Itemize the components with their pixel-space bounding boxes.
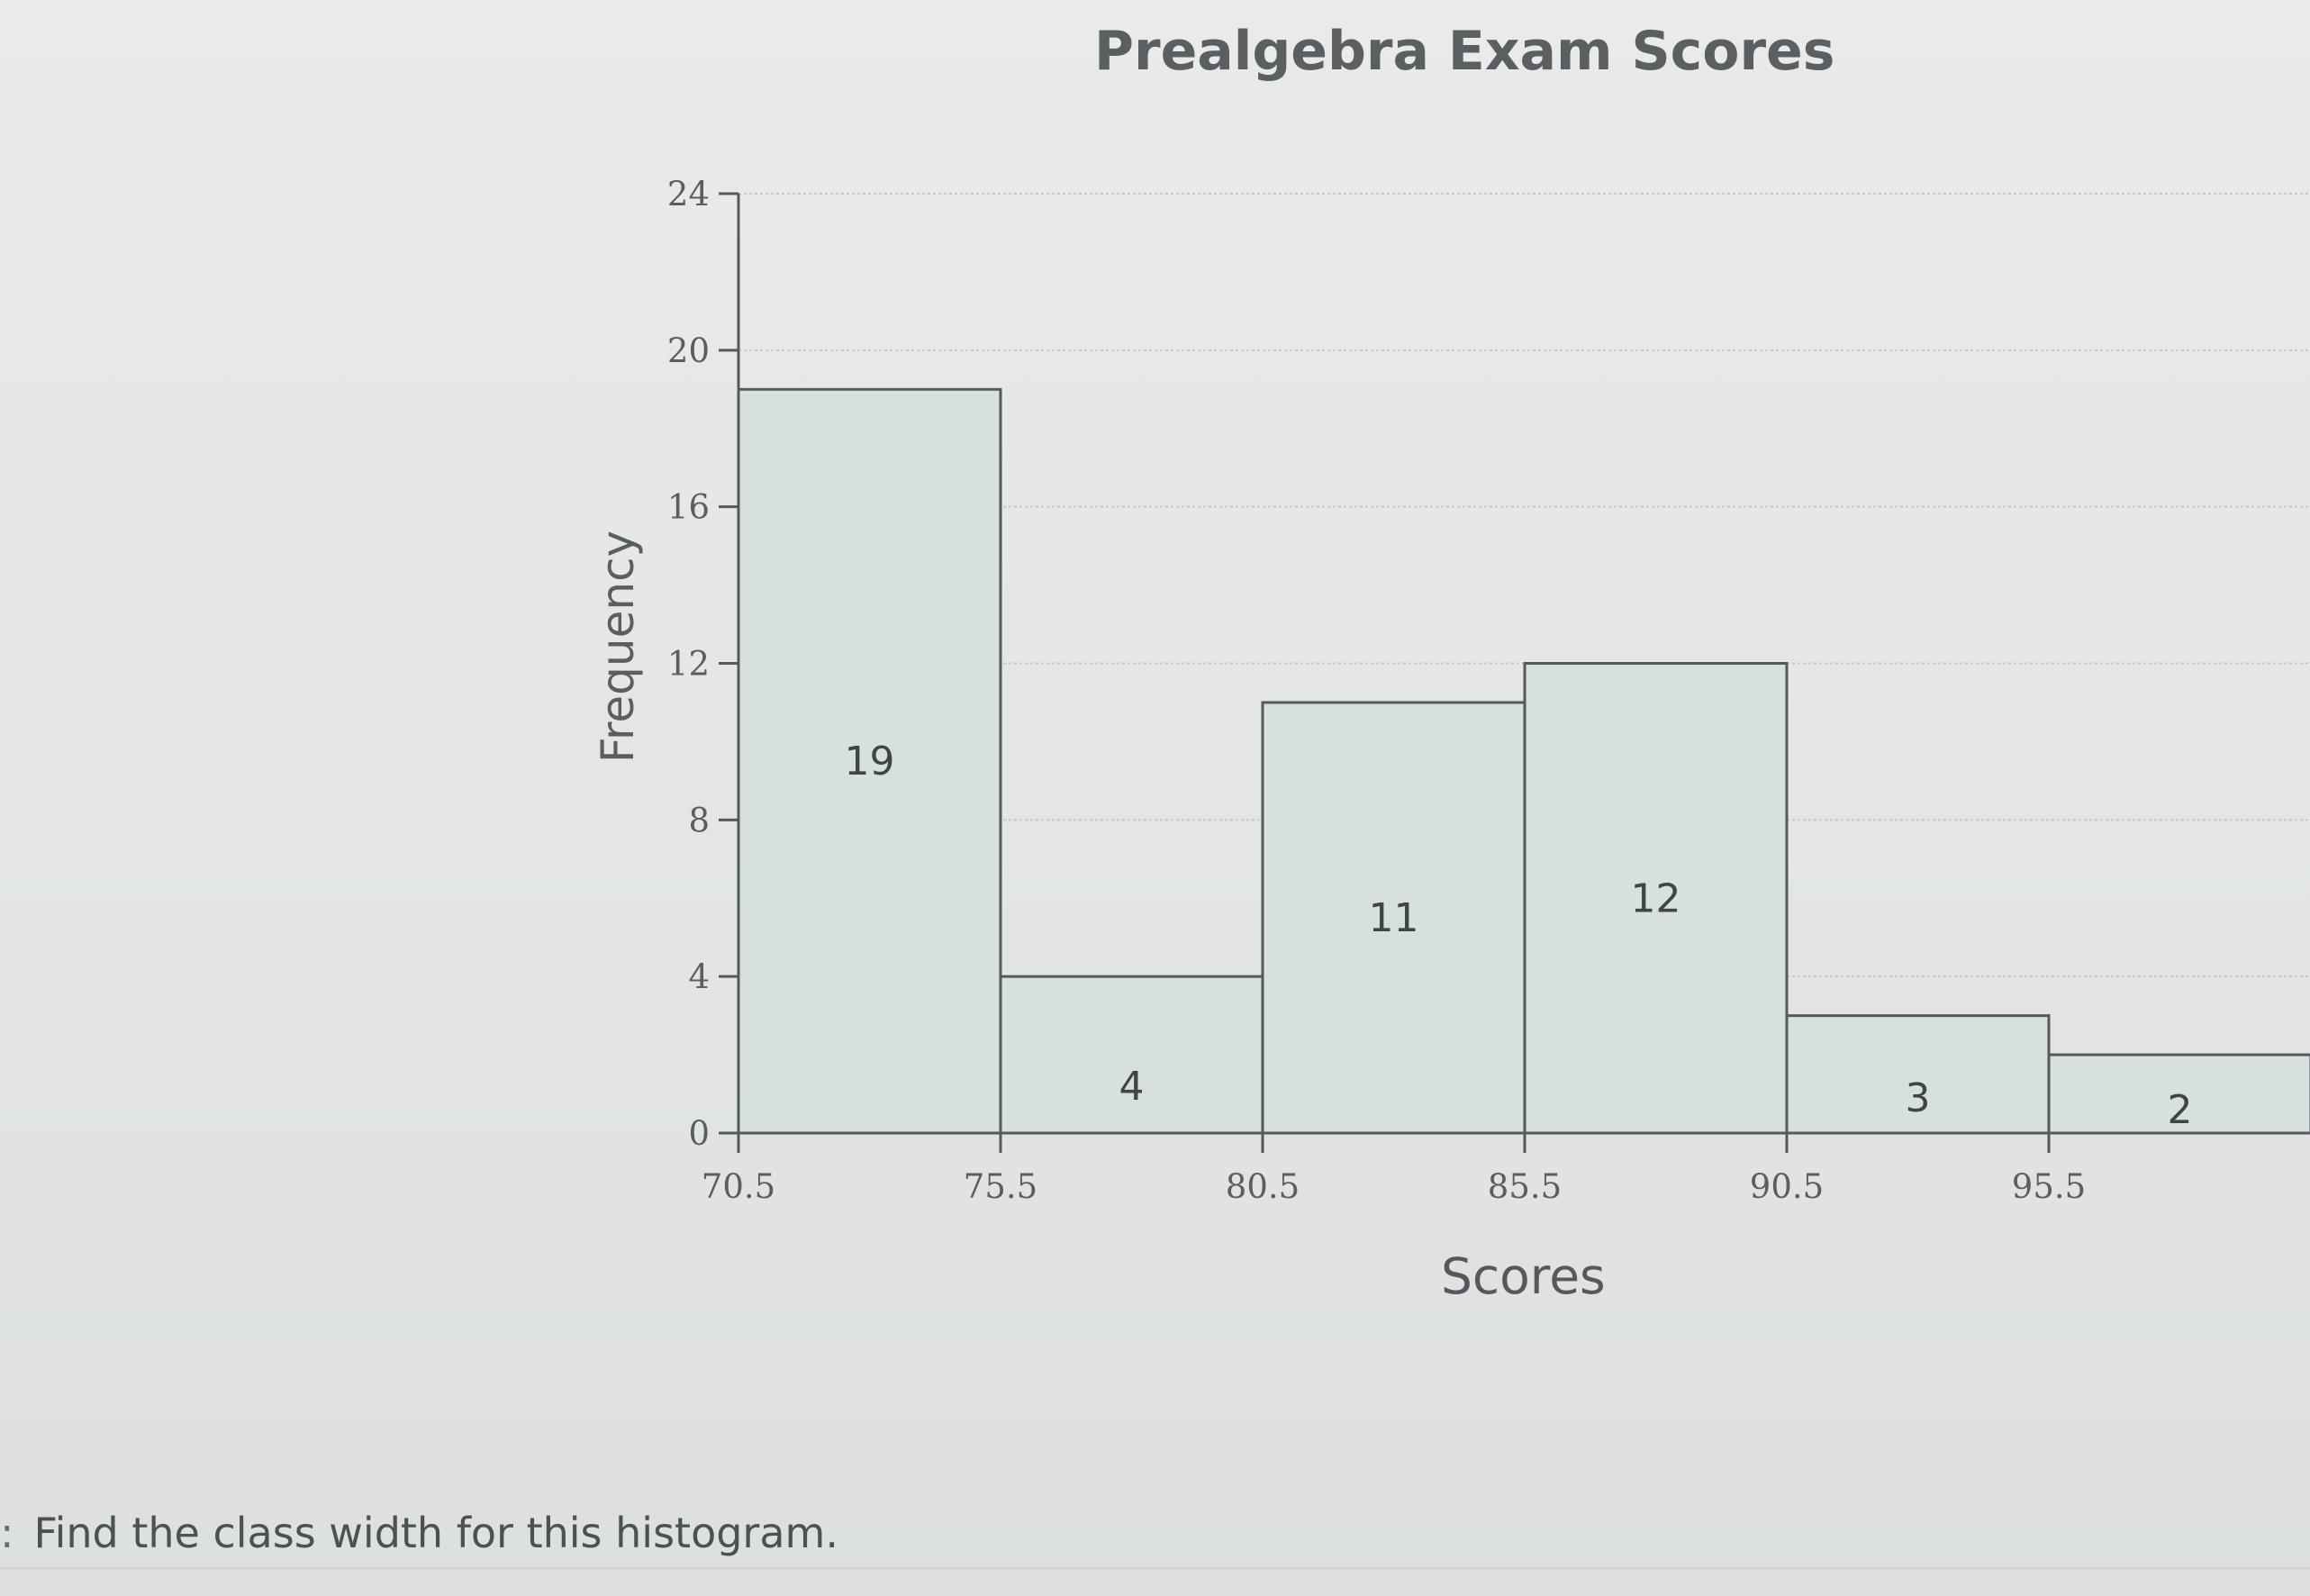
question-text: Find the class width for this histogram. xyxy=(33,1509,838,1557)
chart-title: Prealgebra Exam Scores xyxy=(1094,20,1835,83)
bar-data-label: 11 xyxy=(1369,895,1419,941)
histogram-bar xyxy=(999,975,1264,1135)
x-tick-label: 80.5 xyxy=(1226,1167,1300,1206)
y-tick-label: 24 xyxy=(667,175,710,213)
x-tick-label: 75.5 xyxy=(964,1167,1037,1206)
bar-data-label: 4 xyxy=(1119,1064,1145,1110)
histogram-bar xyxy=(1785,1014,2051,1135)
y-tick-label: 4 xyxy=(688,957,710,996)
x-tick-label: 70.5 xyxy=(702,1167,775,1206)
y-tick-label: 0 xyxy=(688,1114,710,1153)
divider xyxy=(0,1567,2310,1569)
y-tick-label: 8 xyxy=(688,801,710,839)
y-tick-label: 16 xyxy=(667,488,710,527)
y-axis-title: Frequency xyxy=(592,530,644,764)
histogram-bar xyxy=(2047,1053,2310,1135)
bar-data-label: 2 xyxy=(2168,1087,2193,1133)
x-tick-label: 95.5 xyxy=(2012,1167,2086,1206)
bar-data-label: 19 xyxy=(845,739,895,784)
x-tick-label: 90.5 xyxy=(1750,1167,1824,1206)
histogram-bar xyxy=(1523,662,1789,1135)
bar-data-label: 3 xyxy=(1906,1075,1931,1121)
y-tick-label: 12 xyxy=(667,645,710,684)
x-axis-title: Scores xyxy=(1441,1247,1606,1305)
x-tick-label: 85.5 xyxy=(1488,1167,1562,1206)
y-tick-label: 20 xyxy=(667,331,710,370)
question-marker: : xyxy=(0,1509,14,1557)
bar-data-label: 12 xyxy=(1631,875,1681,921)
question-prompt: : Find the class width for this histogram… xyxy=(0,1509,838,1557)
